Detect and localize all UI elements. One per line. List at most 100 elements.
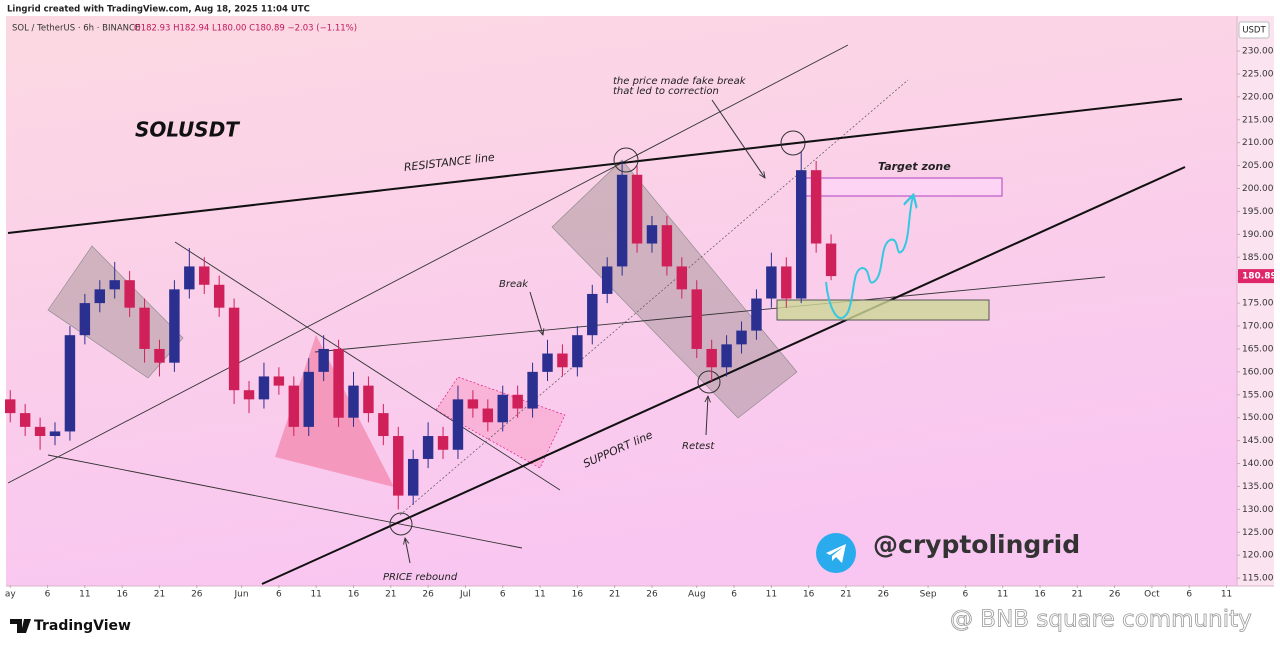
annotation: that led to correction	[613, 86, 719, 97]
highlight-circle	[697, 370, 721, 394]
x-tick-label: 26	[191, 590, 203, 600]
x-tick-label: 6	[963, 590, 969, 600]
candle-body	[243, 390, 255, 400]
y-tick-label: 165.00	[1242, 344, 1274, 354]
candle-body	[288, 385, 300, 427]
candle-body	[781, 266, 792, 299]
candle-body	[766, 266, 777, 299]
y-tick-label: 215.00	[1242, 115, 1274, 125]
candle-body	[109, 280, 120, 290]
x-tick-label: 6	[500, 590, 506, 600]
candle-body	[348, 385, 359, 418]
candle-body	[825, 243, 837, 277]
candle-body	[407, 458, 419, 496]
x-tick-label: 6	[276, 590, 282, 600]
x-tick-label: Sep	[920, 590, 937, 600]
brand-logo	[10, 619, 31, 633]
last-price-label: 180.89	[1242, 272, 1277, 282]
dotted-line	[399, 79, 909, 516]
x-tick-label: 26	[646, 590, 658, 600]
y-tick-label: 155.00	[1242, 390, 1274, 400]
candle-body	[616, 174, 628, 267]
x-tick-label: 21	[840, 590, 851, 600]
x-tick-label: 26	[422, 590, 434, 600]
x-tick-label: Oct	[1144, 590, 1160, 600]
x-tick-label: Jun	[234, 590, 249, 600]
candle-body	[422, 436, 434, 459]
candle-body	[94, 289, 106, 304]
unit-box	[1238, 21, 1270, 39]
x-tick-label: 26	[878, 590, 890, 600]
candle-body	[497, 394, 508, 423]
candle-body	[631, 174, 643, 244]
x-tick-label: 6	[731, 590, 737, 600]
x-tick-label: 16	[803, 590, 815, 600]
candle-body	[587, 293, 598, 336]
candle-body	[601, 266, 613, 294]
y-tick-label: 190.00	[1242, 230, 1274, 240]
y-tick-label: 210.00	[1242, 138, 1274, 148]
symbol-legend: SOL / TetherUS · 6h · BINANCE	[12, 24, 140, 34]
resistance-line	[7, 98, 1183, 234]
highlight-circle	[613, 147, 639, 173]
y-tick-label: 200.00	[1242, 184, 1274, 194]
y-tick-label: 130.00	[1242, 505, 1274, 515]
x-tick-label: 16	[116, 590, 128, 600]
support-line	[261, 166, 1186, 585]
x-tick-label: 21	[609, 590, 620, 600]
candle-body	[557, 353, 568, 368]
candle-body	[154, 348, 165, 363]
credit: Lingrid created with TradingView.com, Au…	[7, 5, 310, 15]
annotation: the price made fake break	[613, 76, 747, 87]
candle-body	[199, 266, 210, 285]
highlight-circle	[780, 130, 806, 156]
y-tick-label: 170.00	[1242, 322, 1274, 332]
candle-body	[333, 348, 344, 418]
channel-line	[7, 44, 849, 484]
x-tick-label: Aug	[688, 590, 706, 600]
candle-body	[572, 335, 583, 368]
trend-line	[314, 276, 1106, 353]
x-tick-label: 21	[154, 590, 165, 600]
telegram-plane	[826, 544, 846, 563]
candles	[5, 151, 837, 510]
candle-body	[184, 266, 195, 290]
y-tick-label: 230.00	[1242, 47, 1274, 57]
annotation: Target zone	[878, 160, 951, 173]
brand: TradingView	[34, 618, 131, 634]
watermark: @ BNB square community	[950, 607, 1252, 633]
highlight-circle	[389, 512, 413, 536]
candle-body	[363, 385, 374, 414]
x-tick-label: Jul	[459, 590, 471, 600]
candle-body	[79, 303, 91, 336]
x-tick-label: 11	[997, 590, 1008, 600]
x-tick-label: 11	[766, 590, 777, 600]
handle: @cryptolingrid	[873, 530, 1080, 559]
flag-zone	[551, 159, 798, 419]
last-price-box	[1238, 269, 1274, 284]
x-tick-label: 26	[1109, 590, 1121, 600]
y-tick-label: 150.00	[1242, 413, 1274, 423]
annotation: PRICE rebound	[383, 572, 458, 583]
x-tick-label: 11	[310, 590, 321, 600]
candle-body	[318, 348, 329, 372]
candle-body	[795, 170, 807, 299]
y-tick-label: 125.00	[1242, 528, 1274, 538]
y-tick-label: 205.00	[1242, 161, 1274, 171]
price-axis	[1237, 16, 1274, 586]
candle-body	[661, 225, 673, 267]
y-tick-label: 135.00	[1242, 482, 1274, 492]
symbol-title: SOLUSDT	[135, 118, 240, 142]
arrow	[711, 99, 765, 178]
candle-body	[258, 376, 270, 400]
candle-body	[751, 298, 762, 331]
y-tick-label: 225.00	[1242, 69, 1274, 79]
x-tick-label: 16	[572, 590, 584, 600]
x-tick-label: 11	[534, 590, 545, 600]
candle-body	[124, 280, 135, 308]
candle-body	[810, 170, 822, 244]
y-tick-label: 195.00	[1242, 207, 1274, 217]
candle-body	[467, 399, 479, 409]
